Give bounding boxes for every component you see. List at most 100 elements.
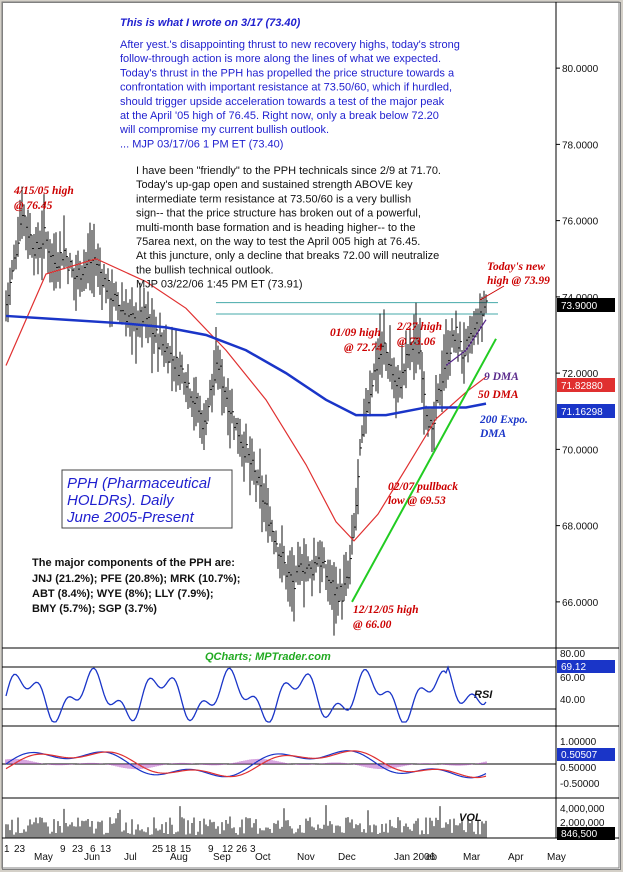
macd-tag-bg xyxy=(557,748,615,761)
macd-tick-3: -0.50000 xyxy=(560,779,600,790)
date-tick-label: Sep xyxy=(213,852,231,863)
trendline xyxy=(351,338,497,603)
ma200-tag: 71.16298 xyxy=(561,407,603,418)
rsi-line xyxy=(5,665,487,723)
components-line3: BMY (5.7%); SGP (3.7%) xyxy=(32,603,157,615)
note-march-22: I have been "friendly" to the PPH techni… xyxy=(136,165,441,291)
date-tick-label: eb xyxy=(426,852,438,863)
volume-tag: 846,500 xyxy=(561,829,598,840)
anno-today-line2: high @ 73.99 xyxy=(487,275,550,287)
price-panel: 80.000078.000076.000074.000072.000070.00… xyxy=(2,17,619,649)
note-line: MJP 03/22/06 1:45 PM ET (73.91) xyxy=(136,279,303,291)
note-line: will compromise my current bullish outlo… xyxy=(119,124,329,136)
rsi-tick-80: 80.00 xyxy=(560,649,585,660)
ma-line xyxy=(5,258,487,542)
price-tick-label: 68.0000 xyxy=(562,522,599,533)
date-tick-label: 23 xyxy=(72,844,84,855)
anno-apr05-line2: @ 76.45 xyxy=(14,200,53,212)
volume-panel: VOL 4,000,000 2,000,000 846,500 xyxy=(2,804,619,840)
components-line1: JNJ (21.2%); PFE (20.8%); MRK (10.7%); xyxy=(32,573,240,585)
macd-tick-2: 0.50000 xyxy=(560,763,597,774)
note-line: the bullish technical outlook. xyxy=(136,264,274,276)
rsi-label: RSI xyxy=(474,689,493,701)
last-price-tag: 73.9000 xyxy=(561,301,598,312)
date-tick-label: 1 xyxy=(4,844,10,855)
date-tick-label: Oct xyxy=(255,852,271,863)
volume-bars xyxy=(5,805,487,838)
components-heading: The major components of the PPH are: xyxy=(32,557,235,569)
date-tick-label: Apr xyxy=(508,852,524,863)
note-line: At this juncture, only a decline that br… xyxy=(136,250,439,262)
price-tick-label: 80.0000 xyxy=(562,64,599,75)
date-tick-label: 23 xyxy=(14,844,26,855)
date-tick-label: 25 xyxy=(152,844,164,855)
anno-feb27-line2: @ 73.06 xyxy=(397,336,436,348)
price-tick-label: 66.0000 xyxy=(562,598,599,609)
rsi-tag: 69.12 xyxy=(561,662,586,673)
note-line: follow-through action is more along the … xyxy=(120,53,441,65)
note-line: ... MJP 03/17/06 1 PM ET (73.40) xyxy=(120,138,283,150)
anno-feb07-line1: 02/07 pullback xyxy=(388,481,458,493)
macd-tick-1: 1.00000 xyxy=(560,737,597,748)
title-box-line1: PPH (Pharmaceutical xyxy=(67,475,211,492)
date-tick-label: 12 xyxy=(222,844,234,855)
volume-tick-2: 2,000,000 xyxy=(560,818,605,829)
rsi-tick-60: 60.00 xyxy=(560,673,585,684)
date-tick-label: 13 xyxy=(100,844,112,855)
note-line: sign-- that the price structure has brok… xyxy=(136,208,421,220)
title-box-line2: HOLDRs). Daily xyxy=(67,492,175,509)
components-line2: ABT (8.4%); WYE (8%); LLY (7.9%); xyxy=(32,588,214,600)
anno-today-arrow xyxy=(479,285,505,301)
title-box xyxy=(61,469,233,529)
ma50-tag-bg xyxy=(557,378,615,392)
volume-tag-bg xyxy=(557,827,615,840)
rsi-panel: QCharts; MPTrader.com RSI 80.00 60.00 40… xyxy=(2,649,619,727)
ma-line xyxy=(445,319,487,366)
note-line: at the April '05 high of 76.45. Right no… xyxy=(120,110,439,122)
anno-today-line1: Today's new xyxy=(487,261,545,273)
note-line: intermediate term resistance at 73.50/60… xyxy=(136,193,411,205)
date-tick-label: Mar xyxy=(463,852,481,863)
macd-signal-line xyxy=(5,750,487,779)
date-tick-label: 6 xyxy=(90,844,96,855)
note-line: confrontation with important resistance … xyxy=(120,82,452,94)
volume-tick-1: 4,000,000 xyxy=(560,804,605,815)
date-tick-label: 15 xyxy=(180,844,192,855)
note-line: should trigger upside acceleration towar… xyxy=(120,96,445,108)
date-tick-label: Dec xyxy=(338,852,356,863)
note-line: I have been "friendly" to the PPH techni… xyxy=(136,165,441,177)
volume-label: VOL xyxy=(459,812,482,824)
anno-dec12-line1: 12/12/05 high xyxy=(353,604,419,616)
anno-apr05-line1: 4/15/05 high xyxy=(13,185,74,197)
anno-feb07-line2: low @ 69.53 xyxy=(388,495,446,507)
date-tick-label: Nov xyxy=(297,852,315,863)
ma50-tag: 71.82880 xyxy=(561,381,603,392)
date-tick-label: 3 xyxy=(250,844,256,855)
date-tick-label: 9 xyxy=(208,844,214,855)
date-tick-label: Jun xyxy=(84,852,100,863)
note-line: Today's thrust in the PPH has propelled … xyxy=(120,67,455,79)
expo200-label-line2: DMA xyxy=(479,428,507,440)
date-tick-label: May xyxy=(34,852,53,863)
anno-jan09-line2: @ 72.74 xyxy=(344,342,383,354)
note-line: 75area next, on the way to test the Apri… xyxy=(136,236,420,248)
anno-dec12-line2: @ 66.00 xyxy=(353,619,392,631)
price-tick-label: 70.0000 xyxy=(562,445,599,456)
anno-feb27-line1: 2/27 high xyxy=(396,321,442,333)
trendline-uptrend xyxy=(351,338,497,603)
date-tick-label: 26 xyxy=(236,844,248,855)
ma-line xyxy=(5,314,487,417)
rsi-tick-40: 40.00 xyxy=(560,695,585,706)
dma50-label: 50 DMA xyxy=(478,389,519,401)
note-line: After yest.'s disappointing thrust to ne… xyxy=(120,39,460,51)
header-title: This is what I wrote on 3/17 (73.40) xyxy=(120,17,301,29)
price-tick-label: 78.0000 xyxy=(562,140,599,151)
macd-line xyxy=(5,750,487,779)
note-line: multi-month base formation and is headin… xyxy=(136,222,415,234)
date-tick-label: 18 xyxy=(165,844,177,855)
price-tick-label: 72.0000 xyxy=(562,369,599,380)
expo200-label-line1: 200 Expo. xyxy=(479,414,528,426)
